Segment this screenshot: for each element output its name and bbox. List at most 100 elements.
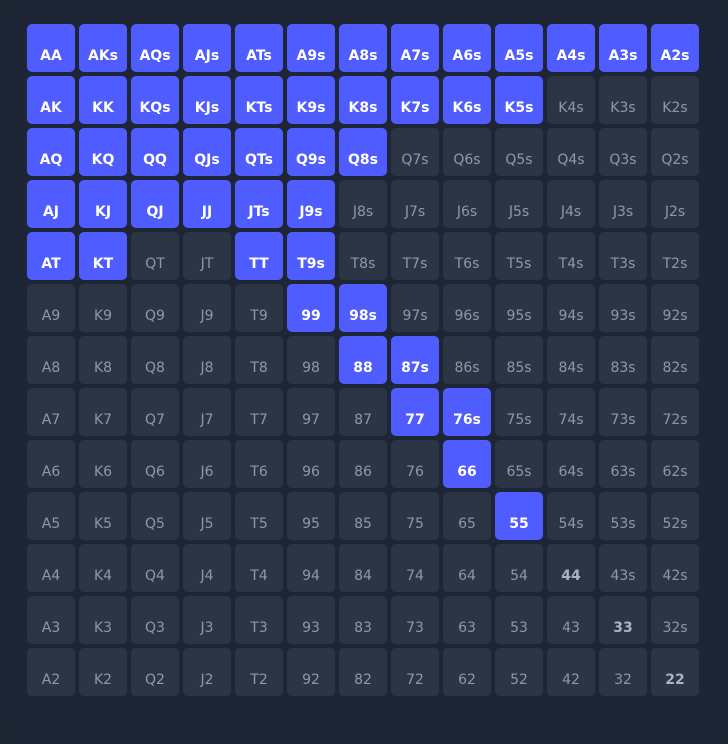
hand-cell-T3s[interactable]: T3s xyxy=(599,232,647,280)
hand-cell-AJ[interactable]: AJ xyxy=(27,180,75,228)
hand-cell-QJ[interactable]: QJ xyxy=(131,180,179,228)
hand-cell-QTs[interactable]: QTs xyxy=(235,128,283,176)
hand-cell-AT[interactable]: AT xyxy=(27,232,75,280)
hand-cell-TT[interactable]: TT xyxy=(235,232,283,280)
hand-cell-J5s[interactable]: J5s xyxy=(495,180,543,228)
hand-cell-J4[interactable]: J4 xyxy=(183,544,231,592)
hand-cell-T2[interactable]: T2 xyxy=(235,648,283,696)
hand-cell-62s[interactable]: 62s xyxy=(651,440,699,488)
hand-cell-92[interactable]: 92 xyxy=(287,648,335,696)
hand-cell-T6[interactable]: T6 xyxy=(235,440,283,488)
hand-cell-88[interactable]: 88 xyxy=(339,336,387,384)
hand-cell-AQs[interactable]: AQs xyxy=(131,24,179,72)
hand-cell-Q4s[interactable]: Q4s xyxy=(547,128,595,176)
hand-cell-Q8s[interactable]: Q8s xyxy=(339,128,387,176)
hand-cell-K2s[interactable]: K2s xyxy=(651,76,699,124)
hand-cell-T7[interactable]: T7 xyxy=(235,388,283,436)
hand-cell-53s[interactable]: 53s xyxy=(599,492,647,540)
hand-cell-54[interactable]: 54 xyxy=(495,544,543,592)
hand-cell-Q2s[interactable]: Q2s xyxy=(651,128,699,176)
hand-cell-94s[interactable]: 94s xyxy=(547,284,595,332)
hand-cell-A4[interactable]: A4 xyxy=(27,544,75,592)
hand-cell-KTs[interactable]: KTs xyxy=(235,76,283,124)
hand-cell-64[interactable]: 64 xyxy=(443,544,491,592)
hand-cell-85[interactable]: 85 xyxy=(339,492,387,540)
hand-cell-J4s[interactable]: J4s xyxy=(547,180,595,228)
hand-cell-J7[interactable]: J7 xyxy=(183,388,231,436)
hand-cell-42s[interactable]: 42s xyxy=(651,544,699,592)
hand-cell-KJ[interactable]: KJ xyxy=(79,180,127,228)
hand-cell-J7s[interactable]: J7s xyxy=(391,180,439,228)
hand-cell-T8s[interactable]: T8s xyxy=(339,232,387,280)
hand-cell-Q2[interactable]: Q2 xyxy=(131,648,179,696)
hand-cell-A9[interactable]: A9 xyxy=(27,284,75,332)
hand-cell-97[interactable]: 97 xyxy=(287,388,335,436)
hand-cell-K6[interactable]: K6 xyxy=(79,440,127,488)
hand-cell-Q9[interactable]: Q9 xyxy=(131,284,179,332)
hand-cell-J9[interactable]: J9 xyxy=(183,284,231,332)
hand-cell-K4[interactable]: K4 xyxy=(79,544,127,592)
hand-cell-83s[interactable]: 83s xyxy=(599,336,647,384)
hand-cell-T5[interactable]: T5 xyxy=(235,492,283,540)
hand-cell-JJ[interactable]: JJ xyxy=(183,180,231,228)
hand-cell-K4s[interactable]: K4s xyxy=(547,76,595,124)
hand-cell-82[interactable]: 82 xyxy=(339,648,387,696)
hand-cell-86[interactable]: 86 xyxy=(339,440,387,488)
hand-cell-K3s[interactable]: K3s xyxy=(599,76,647,124)
hand-cell-93s[interactable]: 93s xyxy=(599,284,647,332)
hand-cell-KJs[interactable]: KJs xyxy=(183,76,231,124)
hand-cell-A3[interactable]: A3 xyxy=(27,596,75,644)
hand-cell-J2[interactable]: J2 xyxy=(183,648,231,696)
hand-cell-75s[interactable]: 75s xyxy=(495,388,543,436)
hand-cell-A6[interactable]: A6 xyxy=(27,440,75,488)
hand-cell-22[interactable]: 22 xyxy=(651,648,699,696)
hand-cell-72s[interactable]: 72s xyxy=(651,388,699,436)
hand-cell-J9s[interactable]: J9s xyxy=(287,180,335,228)
hand-cell-87s[interactable]: 87s xyxy=(391,336,439,384)
hand-cell-KQ[interactable]: KQ xyxy=(79,128,127,176)
hand-cell-66[interactable]: 66 xyxy=(443,440,491,488)
hand-cell-64s[interactable]: 64s xyxy=(547,440,595,488)
hand-cell-K3[interactable]: K3 xyxy=(79,596,127,644)
hand-cell-QJs[interactable]: QJs xyxy=(183,128,231,176)
hand-cell-63[interactable]: 63 xyxy=(443,596,491,644)
hand-cell-T4s[interactable]: T4s xyxy=(547,232,595,280)
hand-cell-32[interactable]: 32 xyxy=(599,648,647,696)
hand-cell-Q8[interactable]: Q8 xyxy=(131,336,179,384)
hand-cell-Q3s[interactable]: Q3s xyxy=(599,128,647,176)
hand-cell-63s[interactable]: 63s xyxy=(599,440,647,488)
hand-cell-65[interactable]: 65 xyxy=(443,492,491,540)
hand-cell-86s[interactable]: 86s xyxy=(443,336,491,384)
hand-cell-J6[interactable]: J6 xyxy=(183,440,231,488)
hand-cell-65s[interactable]: 65s xyxy=(495,440,543,488)
hand-cell-K9[interactable]: K9 xyxy=(79,284,127,332)
hand-cell-87[interactable]: 87 xyxy=(339,388,387,436)
hand-cell-44[interactable]: 44 xyxy=(547,544,595,592)
hand-cell-74s[interactable]: 74s xyxy=(547,388,595,436)
hand-cell-ATs[interactable]: ATs xyxy=(235,24,283,72)
hand-cell-98s[interactable]: 98s xyxy=(339,284,387,332)
hand-cell-72[interactable]: 72 xyxy=(391,648,439,696)
hand-cell-95[interactable]: 95 xyxy=(287,492,335,540)
hand-cell-97s[interactable]: 97s xyxy=(391,284,439,332)
hand-cell-53[interactable]: 53 xyxy=(495,596,543,644)
hand-cell-76[interactable]: 76 xyxy=(391,440,439,488)
hand-cell-A9s[interactable]: A9s xyxy=(287,24,335,72)
hand-cell-32s[interactable]: 32s xyxy=(651,596,699,644)
hand-cell-A2s[interactable]: A2s xyxy=(651,24,699,72)
hand-cell-95s[interactable]: 95s xyxy=(495,284,543,332)
hand-cell-A7s[interactable]: A7s xyxy=(391,24,439,72)
hand-cell-K7s[interactable]: K7s xyxy=(391,76,439,124)
hand-cell-AK[interactable]: AK xyxy=(27,76,75,124)
hand-cell-AKs[interactable]: AKs xyxy=(79,24,127,72)
hand-cell-92s[interactable]: 92s xyxy=(651,284,699,332)
hand-cell-52s[interactable]: 52s xyxy=(651,492,699,540)
hand-cell-J8[interactable]: J8 xyxy=(183,336,231,384)
hand-cell-96[interactable]: 96 xyxy=(287,440,335,488)
hand-cell-A6s[interactable]: A6s xyxy=(443,24,491,72)
hand-cell-Q9s[interactable]: Q9s xyxy=(287,128,335,176)
hand-cell-74[interactable]: 74 xyxy=(391,544,439,592)
hand-cell-KK[interactable]: KK xyxy=(79,76,127,124)
hand-cell-AJs[interactable]: AJs xyxy=(183,24,231,72)
hand-cell-54s[interactable]: 54s xyxy=(547,492,595,540)
